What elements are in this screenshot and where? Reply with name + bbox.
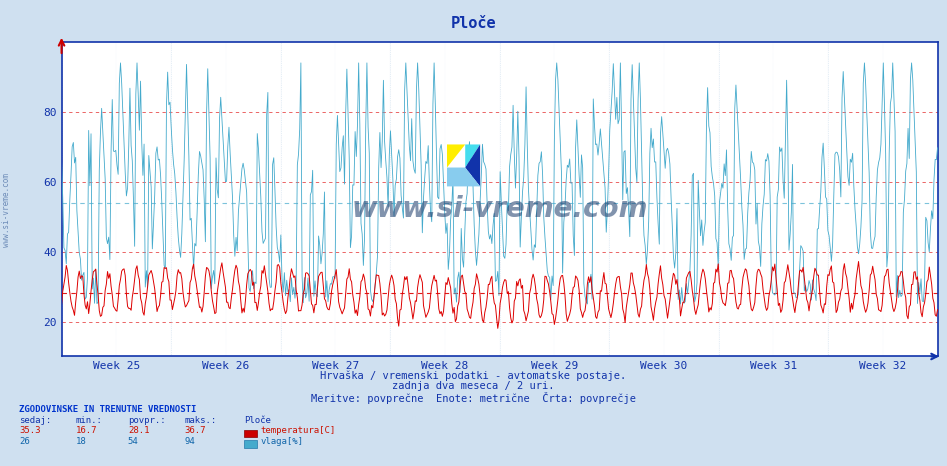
Text: 28.1: 28.1 — [128, 426, 150, 435]
Text: 26: 26 — [19, 437, 29, 446]
Text: Ploče: Ploče — [244, 416, 271, 425]
Text: min.:: min.: — [76, 416, 102, 425]
Text: zadnja dva meseca / 2 uri.: zadnja dva meseca / 2 uri. — [392, 381, 555, 391]
Text: 54: 54 — [128, 437, 138, 446]
Text: povpr.:: povpr.: — [128, 416, 166, 425]
Text: temperatura[C]: temperatura[C] — [260, 426, 335, 435]
Text: Ploče: Ploče — [451, 16, 496, 31]
Text: 36.7: 36.7 — [185, 426, 206, 435]
Text: sedaj:: sedaj: — [19, 416, 51, 425]
Text: Hrvaška / vremenski podatki - avtomatske postaje.: Hrvaška / vremenski podatki - avtomatske… — [320, 370, 627, 381]
Text: Meritve: povprečne  Enote: metrične  Črta: povprečje: Meritve: povprečne Enote: metrične Črta:… — [311, 392, 636, 404]
Text: 94: 94 — [185, 437, 195, 446]
Text: www.si-vreme.com: www.si-vreme.com — [2, 173, 11, 247]
Text: 35.3: 35.3 — [19, 426, 41, 435]
Text: ZGODOVINSKE IN TRENUTNE VREDNOSTI: ZGODOVINSKE IN TRENUTNE VREDNOSTI — [19, 405, 196, 414]
Text: 16.7: 16.7 — [76, 426, 98, 435]
Text: www.si-vreme.com: www.si-vreme.com — [351, 195, 648, 223]
Text: maks.:: maks.: — [185, 416, 217, 425]
Text: 18: 18 — [76, 437, 86, 446]
Text: vlaga[%]: vlaga[%] — [260, 437, 303, 446]
